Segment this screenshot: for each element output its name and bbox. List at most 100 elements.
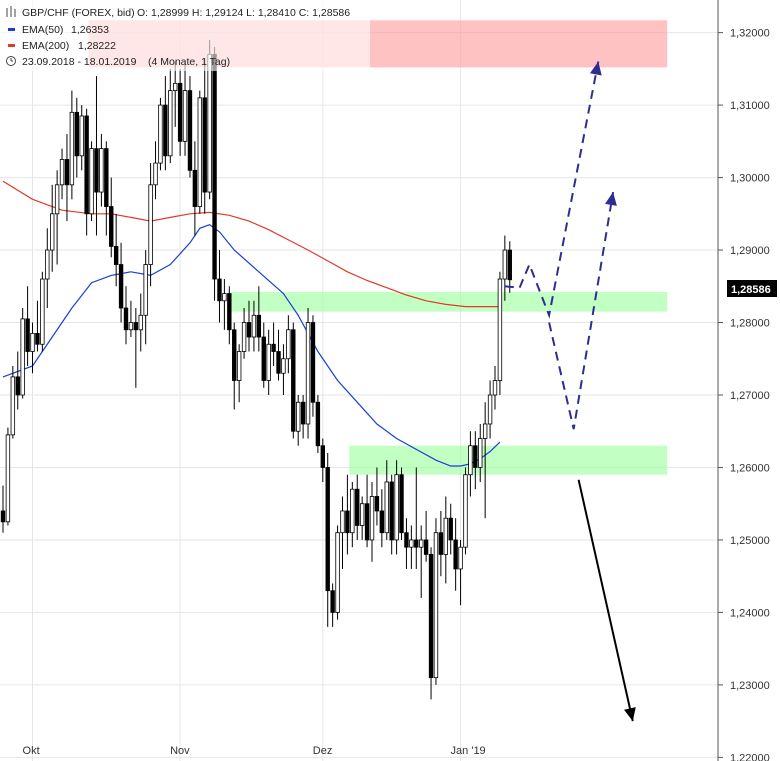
candle-body (271, 343, 276, 352)
candle-body (423, 539, 429, 555)
candle-body (153, 162, 158, 186)
candle-body (497, 278, 503, 381)
candle-body (261, 336, 266, 381)
candle-body (330, 590, 335, 613)
x-tick-label: Okt (23, 745, 40, 757)
candle-body (89, 148, 94, 215)
candle-body (99, 148, 104, 193)
candle-body (374, 496, 380, 512)
candle-body (315, 401, 321, 447)
candle-body (69, 111, 75, 186)
candle-body (325, 467, 330, 592)
candle-body (143, 264, 148, 316)
candle-body (335, 532, 340, 613)
candle-body (350, 488, 355, 534)
candle-body (202, 97, 207, 193)
candle-body (25, 318, 30, 352)
candle-body (123, 307, 129, 331)
ema50-line (2, 224, 501, 467)
candle-body (163, 104, 168, 157)
candle-body (478, 438, 483, 468)
candle-body (394, 474, 399, 541)
y-tick-label: 1,23000 (730, 680, 770, 692)
candle-body (359, 503, 365, 526)
candle-body (172, 82, 178, 91)
candle-body (187, 90, 193, 171)
candle-body (418, 539, 424, 548)
y-tick-label: 1,24000 (730, 607, 770, 619)
candle-body (487, 394, 493, 425)
candle-body (276, 351, 281, 374)
candle-body (364, 503, 370, 541)
candle-body (212, 53, 217, 280)
candle-body (30, 332, 35, 352)
period-label: (4 Monate, 1 Tag) (148, 56, 230, 68)
y-tick-label: 1,28000 (730, 318, 770, 330)
candle-body (232, 329, 237, 381)
candle-body (340, 510, 345, 534)
candle-body (345, 510, 350, 534)
projection-path (548, 191, 615, 430)
candle-body (369, 496, 375, 541)
candle-body (281, 358, 286, 374)
candle-body (10, 376, 16, 436)
candle-body (15, 376, 20, 396)
candle-body (158, 104, 163, 164)
ema50-label: EMA(50) (22, 24, 63, 36)
ema200-path (2, 180, 500, 308)
candle-body (59, 159, 65, 186)
candle-body (458, 546, 463, 570)
candle-body (79, 115, 84, 157)
candle-body (448, 517, 453, 541)
projection-arrows (504, 61, 636, 722)
date-range: 23.09.2018 - 18.01.2019 (22, 56, 137, 68)
candle-body (74, 111, 79, 157)
last-price-tag: 1,28586 (727, 280, 777, 297)
candle-body (207, 53, 212, 193)
ema50-value: 1,26353 (71, 24, 109, 36)
candle-body (168, 90, 173, 157)
projection-path (577, 479, 634, 722)
candle-body (473, 445, 478, 468)
candle-body (305, 322, 311, 425)
candle-body (5, 434, 11, 523)
candle-body (379, 510, 385, 534)
candle-body (291, 329, 296, 432)
symbol-label: GBP/CHF (FOREX, bid) (22, 7, 135, 19)
ema200-line (2, 180, 500, 308)
candle-body (227, 293, 232, 331)
candle-body (399, 474, 404, 534)
candle-body (109, 206, 114, 247)
candle-body (389, 481, 394, 541)
candle-body (251, 314, 257, 338)
candle-body (40, 278, 45, 345)
x-tick-label: Dez (313, 745, 333, 757)
ema200-label: EMA(200) (22, 40, 69, 52)
candle-body (453, 539, 458, 570)
x-tick-label: Jan '19 (451, 745, 486, 757)
candle-body (414, 539, 419, 548)
candle-body (148, 184, 153, 265)
ema50-path (2, 224, 501, 467)
candle-body (45, 249, 50, 280)
candle-body (320, 445, 325, 468)
y-tick-label: 1,29000 (730, 245, 770, 257)
last-price-label: 1,28586 (731, 284, 771, 296)
y-tick-label: 1,30000 (730, 173, 770, 185)
candle-body (133, 322, 139, 331)
candle-body (0, 510, 6, 523)
candle-body (463, 474, 468, 548)
candle-body (138, 314, 143, 331)
y-tick-label: 1,31000 (730, 100, 770, 112)
candle-body (404, 532, 409, 548)
candle-body (295, 401, 301, 432)
zone-support-upper (231, 292, 668, 312)
chart-type-icon[interactable] (6, 6, 16, 17)
candle-body (438, 532, 444, 555)
y-tick-label: 1,25000 (730, 535, 770, 547)
candle-body (300, 401, 306, 425)
candle-body (104, 148, 109, 207)
y-tick-label: 1,26000 (730, 462, 770, 474)
candle-body (54, 184, 60, 215)
